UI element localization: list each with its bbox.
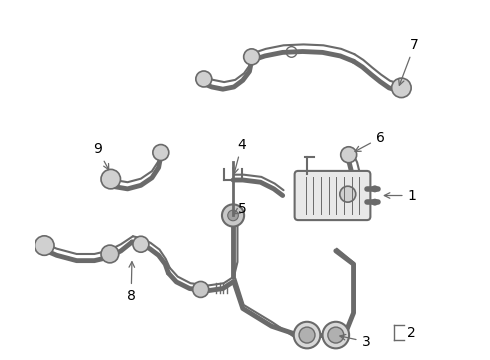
Text: 8: 8 <box>127 262 136 303</box>
Circle shape <box>101 245 119 263</box>
Circle shape <box>392 78 411 98</box>
Circle shape <box>340 186 356 202</box>
Ellipse shape <box>372 186 377 192</box>
Circle shape <box>294 322 320 348</box>
Text: 9: 9 <box>93 142 109 170</box>
Text: 4: 4 <box>233 138 246 174</box>
Circle shape <box>222 204 244 226</box>
Circle shape <box>133 236 149 252</box>
Text: 6: 6 <box>355 131 385 152</box>
Text: 3: 3 <box>340 334 370 349</box>
Ellipse shape <box>372 199 377 205</box>
Circle shape <box>341 147 357 163</box>
Circle shape <box>228 210 238 221</box>
Circle shape <box>101 169 121 189</box>
Text: 5: 5 <box>234 202 246 216</box>
Text: 7: 7 <box>399 38 419 85</box>
Circle shape <box>328 327 344 343</box>
Circle shape <box>322 322 349 348</box>
Circle shape <box>299 327 315 343</box>
Text: 2: 2 <box>407 326 416 339</box>
Circle shape <box>196 71 212 87</box>
Text: 1: 1 <box>384 189 416 203</box>
FancyBboxPatch shape <box>294 171 370 220</box>
Circle shape <box>193 282 209 297</box>
Circle shape <box>244 49 260 65</box>
Circle shape <box>153 145 169 161</box>
Circle shape <box>35 236 54 255</box>
